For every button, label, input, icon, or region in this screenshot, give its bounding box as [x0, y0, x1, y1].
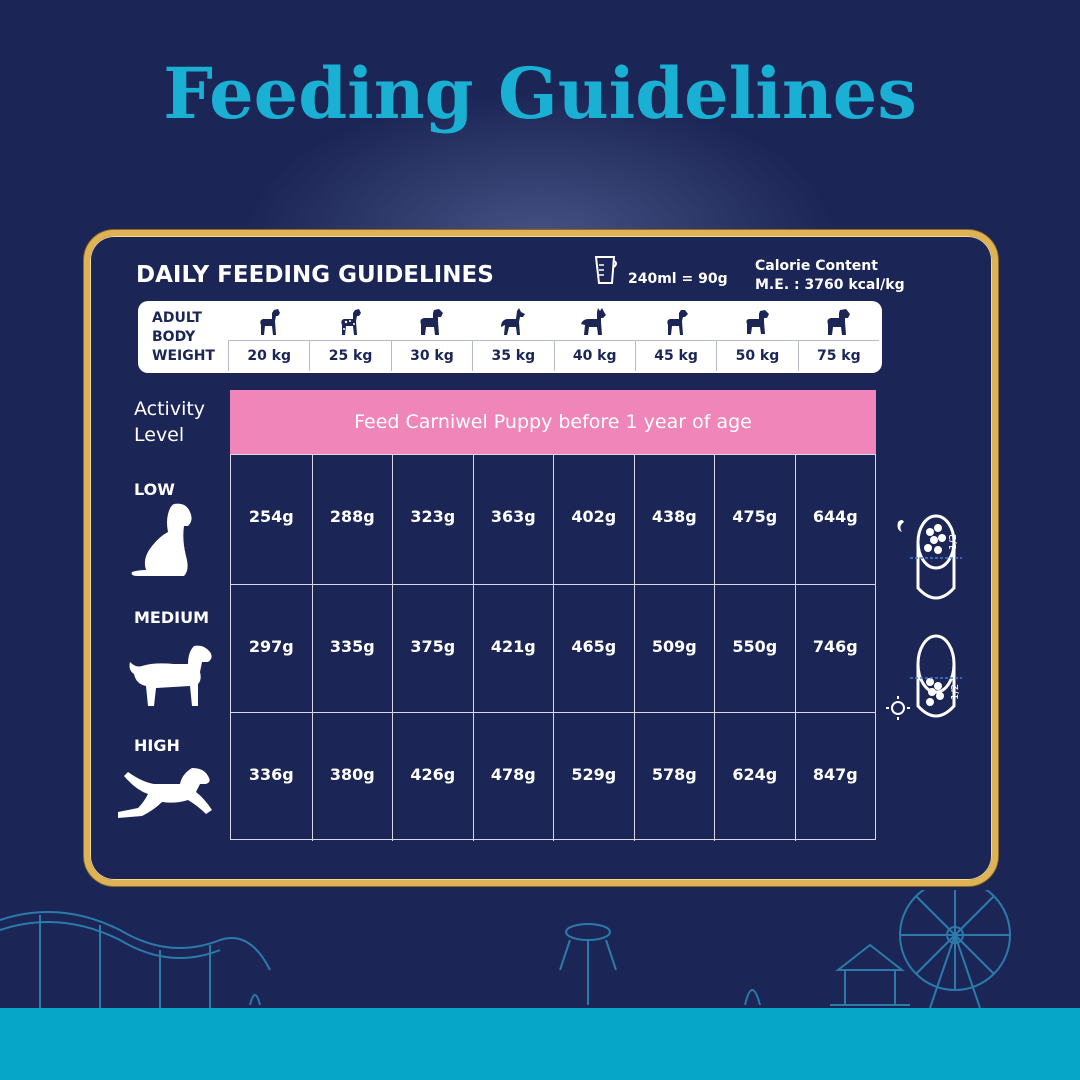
weight-cells: 20 kg 25 kg 30 kg 35 kg 40 kg 45 kg 50 k…	[228, 340, 879, 371]
roller-coaster-track	[0, 911, 271, 971]
table-cell: 465g	[553, 584, 634, 713]
dog-icon	[341, 309, 362, 335]
standing-dog-icon	[129, 645, 212, 706]
activity-label-line: Activity	[134, 398, 206, 420]
weight-cell: 40 kg	[553, 341, 635, 371]
table-row-medium: 297g 335g 375g 421g 465g 509g 550g 746g	[231, 583, 876, 713]
card-heading: DAILY FEEDING GUIDELINES	[136, 262, 494, 288]
weight-cell: 50 kg	[716, 341, 797, 371]
table-row-high: 336g 380g 426g 478g 529g 578g 624g 847g	[231, 712, 875, 841]
dog-icon	[420, 309, 444, 335]
calorie-label: Calorie Content	[755, 258, 878, 274]
dog-slot-30kg	[391, 305, 472, 339]
table-cell: 380g	[311, 713, 393, 841]
morning-bowl-icon: 1/2	[886, 634, 962, 720]
weight-label-line: BODY	[152, 329, 196, 345]
dog-icon	[746, 310, 769, 334]
table-cell: 335g	[311, 584, 393, 713]
swing-ride	[559, 923, 617, 1005]
table-cell: 336g	[248, 765, 294, 785]
dog-icon	[666, 310, 688, 335]
table-cell: 644g	[794, 455, 876, 584]
bottom-band	[0, 1008, 1080, 1080]
dog-icon-row	[228, 305, 879, 339]
table-cell: 254g	[248, 507, 294, 526]
carousel	[830, 943, 910, 1006]
table-cell: 323g	[392, 455, 473, 584]
dog-slot-20kg	[228, 305, 309, 339]
dog-icon	[581, 308, 607, 335]
weight-label-line: WEIGHT	[152, 348, 215, 364]
table-row-low: 254g 288g 323g 363g 402g 438g 475g 644g	[231, 455, 875, 584]
table-cell: 746g	[794, 584, 876, 713]
amusement-park-skyline	[0, 890, 1011, 1010]
dog-slot-45kg	[635, 305, 716, 339]
calorie-content: Calorie Content M.E. : 3760 kcal/kg	[755, 257, 905, 295]
moon-icon	[897, 520, 904, 532]
table-cell: 847g	[794, 713, 876, 841]
tree-icon	[249, 994, 261, 1006]
dog-slot-40kg	[554, 305, 635, 339]
table-cell: 375g	[392, 584, 473, 713]
running-dog-icon	[118, 768, 212, 818]
bowl-fraction: 1/2	[950, 684, 961, 700]
measuring-cup-icon	[594, 256, 617, 284]
page-title: Feeding Guidelines	[163, 52, 917, 135]
weight-cell: 75 kg	[797, 341, 879, 371]
weight-cell: 35 kg	[472, 341, 553, 371]
weight-cell: 25 kg	[309, 341, 390, 371]
table-cell: 426g	[392, 713, 473, 841]
table-cell: 578g	[633, 713, 715, 841]
table-cell: 402g	[553, 455, 634, 584]
table-cell: 475g	[714, 455, 795, 584]
table-cell: 297g	[248, 636, 294, 656]
dog-icon	[260, 309, 280, 335]
calorie-value: M.E. : 3760 kcal/kg	[755, 277, 905, 293]
weight-bar: ADULT BODY WEIGHT 20 kg 25 kg 30 kg 35 k…	[138, 301, 882, 373]
dog-slot-75kg	[798, 305, 879, 339]
activity-label-line: Level	[134, 424, 185, 446]
bowl-fraction: 1/2	[948, 534, 959, 550]
table-cell: 288g	[311, 455, 393, 584]
table-cell: 363g	[472, 455, 554, 584]
weight-cell: 30 kg	[390, 341, 472, 371]
measure-conversion: 240ml = 90g	[628, 271, 728, 287]
dog-slot-35kg	[472, 305, 553, 339]
table-cell: 529g	[553, 713, 634, 841]
weight-label-line: ADULT	[152, 310, 202, 326]
weight-cell: 45 kg	[634, 341, 716, 371]
table-cell: 421g	[472, 584, 554, 713]
weight-label: ADULT BODY WEIGHT	[152, 309, 215, 366]
dog-slot-50kg	[716, 305, 797, 339]
tree-icon	[744, 989, 761, 1006]
sun-icon	[886, 696, 910, 720]
dog-icon	[827, 309, 851, 335]
puppy-banner: Feed Carniwel Puppy before 1 year of age	[230, 390, 876, 454]
dog-icon	[500, 308, 525, 335]
table-cell: 438g	[633, 455, 715, 584]
table-cell: 550g	[714, 584, 795, 713]
activity-level-label: Activity Level	[134, 396, 205, 448]
dog-slot-25kg	[309, 305, 390, 339]
level-label-low: LOW	[134, 480, 175, 499]
evening-bowl-icon: 1/2	[897, 514, 962, 600]
level-label-high: HIGH	[134, 736, 180, 755]
ferris-wheel	[899, 890, 1011, 1009]
weight-cell: 20 kg	[228, 341, 309, 371]
feeding-table: 254g 288g 323g 363g 402g 438g 475g 644g …	[230, 454, 876, 841]
sitting-dog-icon	[131, 503, 192, 576]
level-label-medium: MEDIUM	[134, 608, 209, 627]
table-cell: 624g	[714, 713, 795, 841]
table-cell: 478g	[472, 713, 554, 841]
table-cell: 509g	[633, 584, 715, 713]
